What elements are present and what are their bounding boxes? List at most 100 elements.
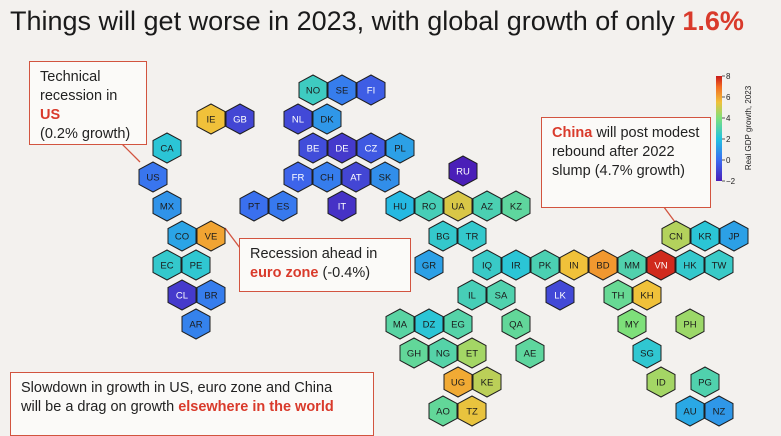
hex-label: EC (160, 261, 173, 272)
hex-tile-ar: AR (181, 308, 211, 340)
hex-shape (152, 132, 182, 164)
us-callout-highlight: US (40, 107, 61, 123)
hex-shape (632, 337, 662, 369)
hex-label: KH (640, 291, 653, 302)
hex-label: QA (509, 320, 523, 331)
hex-shape (588, 249, 618, 281)
hex-shape (719, 220, 749, 252)
hex-label: US (146, 173, 159, 184)
hex-tile-kz: KZ (501, 190, 531, 222)
colorbar-tick-label: 6 (726, 93, 731, 102)
us-callout-line3: (0.2% growth) (40, 126, 131, 142)
hex-shape (167, 279, 197, 311)
hex-shape (545, 279, 575, 311)
hex-tile-gb: GB (225, 103, 255, 135)
hex-label: VN (654, 261, 667, 272)
hex-shape (472, 190, 502, 222)
hex-label: GR (422, 261, 436, 272)
hex-tile-jp: JP (719, 220, 749, 252)
title-highlight: 1.6% (682, 6, 744, 36)
hex-tile-dk: DK (312, 103, 342, 135)
hex-label: TZ (466, 407, 478, 418)
hex-label: CZ (365, 144, 378, 155)
eu-connector (224, 227, 241, 249)
hex-shape (196, 103, 226, 135)
hex-shape (515, 337, 545, 369)
hex-label: PE (190, 261, 203, 272)
hex-tile-pl: PL (385, 132, 415, 164)
hex-label: PK (539, 261, 552, 272)
hex-tiles: NO SE FI IE GB NL DK BE DE CZ PL CA RU FR CH AT SK US PT ES… (138, 74, 749, 427)
hex-label: TR (466, 232, 479, 243)
hex-tile-at: AT (341, 161, 371, 193)
hex-label: CH (320, 173, 334, 184)
eu-callout-highlight: euro zone (250, 265, 319, 281)
hex-tile-ae: AE (515, 337, 545, 369)
hex-shape (414, 190, 444, 222)
colorbar-title: Real GDP growth, 2023 (744, 85, 753, 170)
hex-label: RO (422, 202, 436, 213)
hex-tile-fi: FI (356, 74, 386, 106)
hex-tile-sg: SG (632, 337, 662, 369)
hex-tile-iq: IQ (472, 249, 502, 281)
hex-shape (399, 337, 429, 369)
hex-shape (152, 190, 182, 222)
colorbar-tick-label: 0 (726, 156, 731, 165)
hex-shape (327, 132, 357, 164)
hex-shape (356, 132, 386, 164)
world-slowdown-callout: Slowdown in growth in US, euro zone and … (10, 372, 374, 436)
colorbar-tick-label: 2 (726, 135, 731, 144)
hex-label: UG (451, 378, 465, 389)
hex-shape (385, 132, 415, 164)
hex-label: LK (554, 291, 566, 302)
hex-tile-gr: GR (414, 249, 444, 281)
hex-label: ES (277, 202, 290, 213)
hex-shape (472, 366, 502, 398)
hex-tile-co: CO (167, 220, 197, 252)
hex-tile-tw: TW (704, 249, 734, 281)
hex-shape (225, 103, 255, 135)
hex-label: SA (495, 291, 508, 302)
hex-tile-id: ID (646, 366, 676, 398)
hex-shape (152, 249, 182, 281)
hex-shape (603, 279, 633, 311)
hex-shape (341, 161, 371, 193)
hex-label: EG (451, 320, 465, 331)
hex-label: UA (451, 202, 465, 213)
hex-tile-fr: FR (283, 161, 313, 193)
hex-shape (428, 337, 458, 369)
hex-shape (457, 220, 487, 252)
hex-label: IR (511, 261, 521, 272)
hex-shape (632, 279, 662, 311)
hex-label: DK (320, 115, 334, 126)
hex-shape (385, 308, 415, 340)
cn-callout-line3: slump (4.7% growth) (552, 163, 685, 179)
hex-shape (181, 308, 211, 340)
hex-tile-ca: CA (152, 132, 182, 164)
us-callout-line1: Technical (40, 69, 101, 85)
hex-tile-ir: IR (501, 249, 531, 281)
hex-label: IT (338, 202, 347, 213)
hex-shape (486, 279, 516, 311)
hex-label: HK (683, 261, 697, 272)
hex-shape (675, 249, 705, 281)
hex-shape (617, 249, 647, 281)
hex-label: NZ (713, 407, 726, 418)
hex-label: TH (612, 291, 625, 302)
hex-tile-ph: PH (675, 308, 705, 340)
hex-tile-ke: KE (472, 366, 502, 398)
eu-callout-line1: Recession ahead in (250, 246, 378, 262)
hex-label: AE (524, 349, 537, 360)
hex-label: FR (292, 173, 305, 184)
hex-label: MX (160, 202, 175, 213)
hex-shape (646, 249, 676, 281)
hex-label: AZ (481, 202, 493, 213)
hex-tile-ie: IE (196, 103, 226, 135)
hex-label: SK (379, 173, 392, 184)
hex-label: CL (176, 291, 188, 302)
hex-tile-nz: NZ (704, 395, 734, 427)
colorbar-tick-label: 4 (726, 114, 731, 123)
hex-label: TW (712, 261, 727, 272)
hex-shape (283, 103, 313, 135)
hex-label: KE (481, 378, 494, 389)
